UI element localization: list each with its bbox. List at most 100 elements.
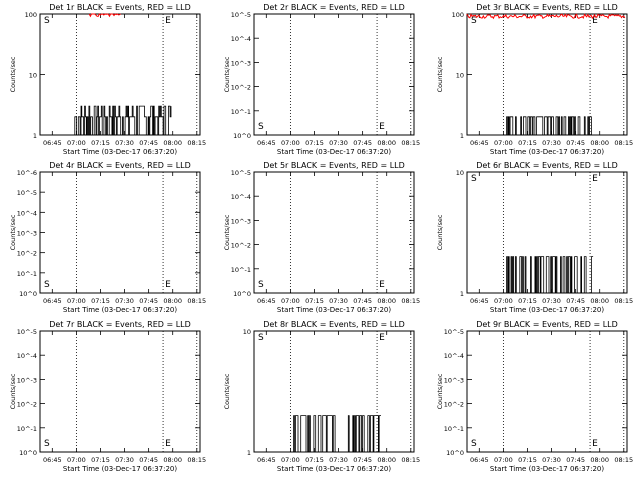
y-tick-label: 10^-4 [231, 193, 251, 201]
y-tick-label: 10^-3 [444, 376, 464, 384]
panel-title: Det 9r BLACK = Events, RED = LLD [476, 320, 618, 329]
x-tick-label: 07:30 [542, 297, 561, 305]
y-tick-label: 10^-5 [444, 328, 464, 336]
detector-panel: Det 4r BLACK = Events, RED = LLD Counts/s… [9, 161, 206, 314]
x-tick-label: 08:15 [187, 456, 206, 464]
start-marker-label: S [471, 174, 477, 184]
x-tick-label: 08:15 [401, 456, 420, 464]
panel-title: Det 7r BLACK = Events, RED = LLD [49, 320, 191, 329]
y-tick-label: 1 [460, 132, 464, 140]
x-tick-label: 08:15 [401, 297, 420, 305]
x-tick-label: 07:15 [91, 456, 110, 464]
y-tick-label: 10 [456, 169, 464, 177]
x-tick-label: 07:45 [139, 297, 158, 305]
y-axis-label: Counts/sec [223, 373, 231, 409]
panel-title: Det 8r BLACK = Events, RED = LLD [263, 320, 405, 329]
x-tick-label: 08:00 [163, 456, 182, 464]
start-marker-label: S [44, 280, 50, 290]
events-trace [293, 415, 381, 453]
y-axis-label: Counts/sec [9, 56, 17, 92]
x-tick-label: 07:00 [494, 139, 513, 147]
start-marker-label: S [471, 16, 477, 26]
panel-title: Det 3r BLACK = Events, RED = LLD [476, 3, 618, 12]
x-tick-label: 08:00 [377, 297, 396, 305]
y-tick-label: 10^0 [233, 132, 251, 140]
x-tick-label: 07:00 [281, 297, 300, 305]
y-tick-label: 10^0 [19, 449, 37, 457]
x-axis-label: Start Time (03-Dec-17 06:37:20) [490, 148, 604, 156]
x-tick-label: 07:30 [542, 139, 561, 147]
x-tick-label: 07:45 [566, 456, 585, 464]
x-axis-label: Start Time (03-Dec-17 06:37:20) [63, 465, 177, 473]
plot-frame [253, 330, 415, 453]
x-tick-label: 08:15 [614, 456, 633, 464]
x-tick-label: 07:30 [115, 297, 134, 305]
x-tick-label: 08:00 [590, 139, 609, 147]
x-tick-label: 08:15 [614, 139, 633, 147]
x-tick-label: 07:00 [281, 456, 300, 464]
x-tick-label: 07:00 [67, 456, 86, 464]
y-axis-label: Counts/sec [436, 214, 444, 250]
y-tick-label: 10^-6 [17, 169, 37, 177]
x-tick-label: 07:00 [494, 456, 513, 464]
x-tick-label: 08:00 [377, 139, 396, 147]
panel-title: Det 2r BLACK = Events, RED = LLD [263, 3, 405, 12]
x-tick-label: 07:45 [566, 297, 585, 305]
x-tick-label: 07:30 [115, 139, 134, 147]
y-tick-label: 10^-5 [231, 169, 251, 177]
y-tick-label: 10^-2 [231, 84, 251, 92]
x-tick-label: 07:15 [518, 297, 537, 305]
y-tick-label: 10^-1 [231, 108, 251, 116]
x-tick-label: 07:00 [67, 297, 86, 305]
end-marker-label: E [592, 16, 598, 26]
x-tick-label: 07:00 [67, 139, 86, 147]
panel-title: Det 5r BLACK = Events, RED = LLD [263, 161, 405, 170]
start-marker-label: S [258, 280, 264, 290]
detector-panel: Det 7r BLACK = Events, RED = LLD Counts/s… [9, 320, 206, 473]
x-tick-label: 06:45 [43, 456, 62, 464]
x-tick-label: 08:00 [590, 456, 609, 464]
x-tick-label: 07:15 [91, 139, 110, 147]
x-axis-label: Start Time (03-Dec-17 06:37:20) [490, 465, 604, 473]
y-tick-label: 10^0 [233, 290, 251, 298]
plot-frame [39, 171, 201, 294]
events-trace [74, 105, 172, 136]
y-tick-label: 10^-4 [17, 352, 37, 360]
y-axis-label: Counts/sec [9, 214, 17, 250]
x-tick-label: 07:15 [518, 456, 537, 464]
x-tick-label: 07:15 [518, 139, 537, 147]
plot-frame [466, 330, 628, 453]
x-tick-label: 08:15 [401, 139, 420, 147]
y-tick-label: 10^-5 [17, 328, 37, 336]
y-tick-label: 10^-4 [17, 209, 37, 217]
x-tick-label: 07:15 [91, 297, 110, 305]
y-tick-label: 10^-3 [231, 59, 251, 67]
x-tick-label: 08:15 [187, 139, 206, 147]
x-tick-label: 08:00 [163, 139, 182, 147]
x-tick-label: 07:45 [353, 297, 372, 305]
y-axis-label: Counts/sec [436, 373, 444, 409]
x-tick-label: 07:30 [329, 297, 348, 305]
y-tick-label: 10^-2 [17, 250, 37, 258]
lld-trace [88, 13, 121, 18]
y-tick-label: 10^-2 [444, 401, 464, 409]
y-tick-label: 10^-3 [17, 230, 37, 238]
x-axis-label: Start Time (03-Dec-17 06:37:20) [277, 306, 391, 314]
x-tick-label: 06:45 [257, 456, 276, 464]
x-axis-label: Start Time (03-Dec-17 06:37:20) [63, 306, 177, 314]
start-marker-label: S [258, 333, 264, 343]
x-tick-label: 06:45 [43, 297, 62, 305]
x-tick-label: 06:45 [43, 139, 62, 147]
y-tick-label: 10^-1 [231, 266, 251, 274]
y-tick-label: 1 [247, 449, 251, 457]
x-tick-label: 08:00 [377, 456, 396, 464]
x-tick-label: 07:45 [353, 139, 372, 147]
y-tick-label: 1 [460, 290, 464, 298]
detector-panel: Det 2r BLACK = Events, RED = LLD Counts/s… [223, 3, 420, 156]
x-tick-label: 07:30 [115, 456, 134, 464]
start-marker-label: S [44, 439, 50, 449]
x-tick-label: 06:45 [470, 456, 489, 464]
end-marker-label: E [165, 16, 171, 26]
x-tick-label: 07:45 [139, 139, 158, 147]
end-marker-label: E [379, 122, 385, 132]
